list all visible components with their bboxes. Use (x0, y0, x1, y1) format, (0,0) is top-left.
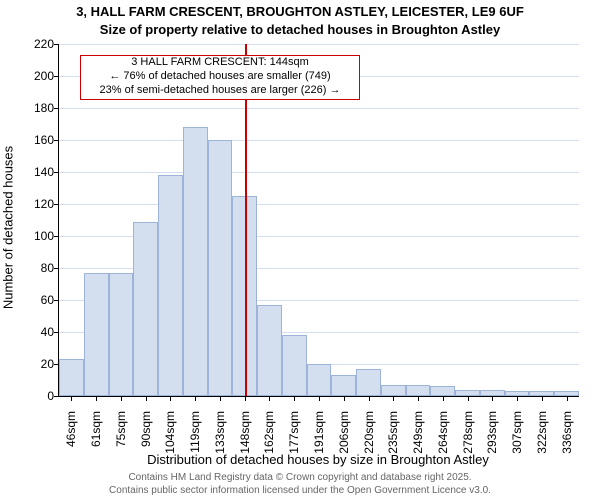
x-tick-mark (369, 396, 370, 401)
x-tick-label: 278sqm (461, 411, 475, 454)
y-tick-mark (54, 332, 59, 333)
chart-title: 3, HALL FARM CRESCENT, BROUGHTON ASTLEY,… (0, 4, 600, 19)
x-tick-mark (121, 396, 122, 401)
y-tick-mark (54, 268, 59, 269)
y-tick-mark (54, 172, 59, 173)
gridline (59, 44, 579, 45)
x-tick-label: 206sqm (337, 411, 351, 454)
histogram-bar (257, 305, 282, 396)
histogram-bar (282, 335, 307, 396)
y-tick-label: 120 (34, 197, 54, 211)
y-tick-mark (54, 396, 59, 397)
y-tick-mark (54, 300, 59, 301)
histogram-bar (109, 273, 134, 396)
y-tick-label: 80 (41, 261, 54, 275)
x-tick-label: 104sqm (163, 411, 177, 454)
x-tick-label: 61sqm (89, 411, 103, 447)
annotation-line: 23% of semi-detached houses are larger (… (81, 84, 359, 98)
x-tick-mark (146, 396, 147, 401)
x-tick-mark (269, 396, 270, 401)
y-tick-label: 160 (34, 133, 54, 147)
x-tick-mark (542, 396, 543, 401)
gridline (59, 204, 579, 205)
x-tick-mark (418, 396, 419, 401)
y-tick-label: 0 (47, 389, 54, 403)
y-tick-mark (54, 76, 59, 77)
x-tick-label: 336sqm (560, 411, 574, 454)
x-tick-mark (71, 396, 72, 401)
footnote: Contains HM Land Registry data © Crown c… (0, 472, 600, 497)
x-tick-mark (294, 396, 295, 401)
x-tick-label: 191sqm (312, 411, 326, 454)
x-tick-mark (567, 396, 568, 401)
annotation-box: 3 HALL FARM CRESCENT: 144sqm← 76% of det… (80, 55, 360, 100)
y-tick-label: 20 (41, 357, 54, 371)
x-tick-label: 293sqm (485, 411, 499, 454)
histogram-bar (406, 385, 431, 396)
histogram-bar (59, 359, 84, 396)
histogram-bar (381, 385, 406, 396)
x-tick-label: 220sqm (362, 411, 376, 454)
y-axis-label: Number of detached houses (1, 52, 16, 404)
y-tick-mark (54, 204, 59, 205)
histogram-bar (331, 375, 356, 396)
x-tick-mark (468, 396, 469, 401)
gridline (59, 108, 579, 109)
x-tick-label: 90sqm (139, 411, 153, 447)
x-tick-mark (220, 396, 221, 401)
y-tick-mark (54, 108, 59, 109)
x-tick-mark (492, 396, 493, 401)
histogram-bar (183, 127, 208, 396)
histogram-bar (356, 369, 381, 396)
annotation-line: ← 76% of detached houses are smaller (74… (81, 70, 359, 84)
x-tick-label: 119sqm (188, 411, 202, 453)
y-tick-label: 180 (34, 101, 54, 115)
x-tick-label: 177sqm (287, 411, 301, 454)
footnote-line-2: Contains public sector information licen… (0, 485, 600, 498)
y-tick-label: 60 (41, 293, 54, 307)
gridline (59, 140, 579, 141)
x-tick-label: 75sqm (114, 411, 128, 447)
histogram-bar (158, 175, 183, 396)
histogram-bar (84, 273, 109, 396)
x-tick-mark (517, 396, 518, 401)
x-tick-label: 162sqm (262, 411, 276, 454)
x-tick-mark (96, 396, 97, 401)
annotation-line: 3 HALL FARM CRESCENT: 144sqm (81, 56, 359, 70)
y-tick-mark (54, 44, 59, 45)
x-tick-label: 249sqm (411, 411, 425, 454)
x-tick-mark (443, 396, 444, 401)
y-tick-label: 220 (34, 37, 54, 51)
y-tick-label: 140 (34, 165, 54, 179)
x-tick-label: 235sqm (386, 411, 400, 454)
x-tick-mark (393, 396, 394, 401)
x-tick-label: 46sqm (64, 411, 78, 447)
histogram-bar (208, 140, 233, 396)
y-tick-mark (54, 236, 59, 237)
x-tick-label: 133sqm (213, 411, 227, 454)
x-axis-label: Distribution of detached houses by size … (58, 452, 578, 467)
x-tick-mark (344, 396, 345, 401)
histogram-bar (430, 386, 455, 396)
x-tick-mark (245, 396, 246, 401)
x-tick-mark (319, 396, 320, 401)
x-tick-mark (170, 396, 171, 401)
gridline (59, 172, 579, 173)
footnote-line-1: Contains HM Land Registry data © Crown c… (0, 472, 600, 485)
y-tick-label: 200 (34, 69, 54, 83)
chart-subtitle: Size of property relative to detached ho… (0, 22, 600, 37)
y-tick-label: 100 (34, 229, 54, 243)
histogram-bar (133, 222, 158, 396)
y-tick-label: 40 (41, 325, 54, 339)
histogram-bar (307, 364, 332, 396)
y-tick-mark (54, 140, 59, 141)
x-tick-label: 148sqm (238, 411, 252, 454)
x-tick-label: 322sqm (535, 411, 549, 454)
chart-container: 3, HALL FARM CRESCENT, BROUGHTON ASTLEY,… (0, 0, 600, 500)
x-tick-mark (195, 396, 196, 401)
x-tick-label: 264sqm (436, 411, 450, 454)
x-tick-label: 307sqm (510, 411, 524, 454)
